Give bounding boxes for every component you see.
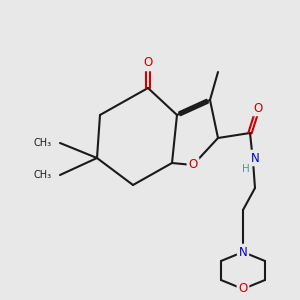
Text: O: O — [238, 283, 247, 296]
Text: O: O — [254, 101, 262, 115]
Text: O: O — [143, 56, 153, 70]
Text: N: N — [238, 245, 247, 259]
Text: O: O — [188, 158, 198, 172]
Text: CH₃: CH₃ — [34, 170, 52, 180]
Text: H: H — [242, 164, 250, 174]
Text: N: N — [250, 152, 260, 164]
Text: CH₃: CH₃ — [34, 138, 52, 148]
